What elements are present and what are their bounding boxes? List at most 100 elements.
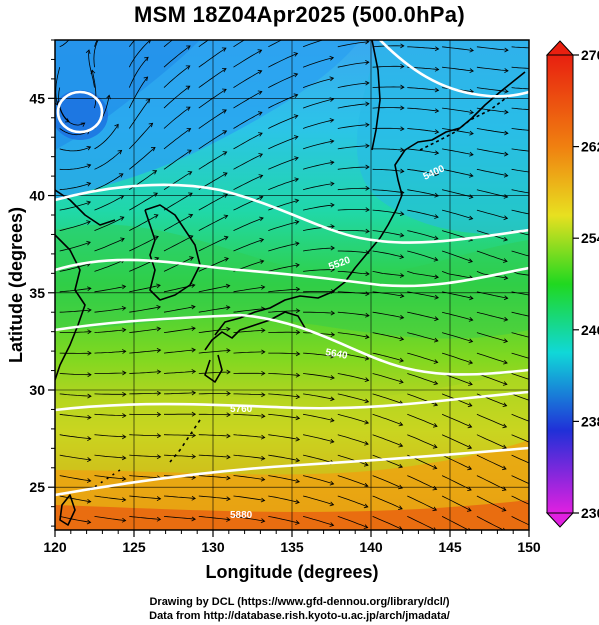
- streamline: [511, 413, 529, 422]
- streamline-arrowhead: [539, 275, 543, 279]
- streamline-arrowhead: [504, 109, 509, 115]
- streamline: [129, 349, 161, 354]
- streamline: [441, 311, 473, 321]
- colorbar-top-triangle: [545, 40, 575, 56]
- streamline: [128, 40, 136, 48]
- streamline-arrowhead: [156, 369, 162, 375]
- streamline: [94, 413, 126, 417]
- streamline-arrowhead: [295, 308, 301, 314]
- streamline-arrowhead: [501, 507, 507, 512]
- streamline-arrowhead: [400, 63, 405, 69]
- streamline: [303, 352, 335, 357]
- streamline-arrowhead: [503, 338, 509, 344]
- streamline-arrowhead: [399, 273, 405, 278]
- streamline: [511, 454, 529, 464]
- streamline: [407, 516, 436, 530]
- streamline-arrowhead: [87, 436, 92, 441]
- streamline: [372, 475, 403, 489]
- streamline-arrowhead: [434, 316, 439, 322]
- streamline-arrowhead: [226, 369, 231, 375]
- streamline-arrowhead: [294, 219, 300, 225]
- streamline-arrowhead: [363, 524, 369, 529]
- streamline-arrowhead: [86, 220, 91, 225]
- streamline: [372, 107, 404, 109]
- streamline-arrowhead: [502, 527, 506, 530]
- streamline-arrowhead: [150, 23, 154, 27]
- streamline-arrowhead: [365, 185, 370, 191]
- streamline-arrowhead: [261, 413, 266, 419]
- streamline-arrowhead: [329, 55, 335, 61]
- streamline: [476, 189, 508, 198]
- streamline-arrowhead: [87, 286, 92, 292]
- streamline: [511, 516, 529, 526]
- streamline: [476, 87, 509, 92]
- streamline-arrowhead: [330, 40, 331, 41]
- streamline-arrowhead: [363, 482, 369, 488]
- streamline-arrowhead: [330, 181, 335, 187]
- streamline-arrowhead: [539, 214, 543, 218]
- streamline: [407, 332, 439, 342]
- streamline: [94, 475, 126, 480]
- streamline-arrowhead: [537, 527, 541, 531]
- streamline: [372, 148, 404, 151]
- streamline: [476, 373, 508, 385]
- streamline: [94, 150, 122, 170]
- streamline: [59, 413, 91, 418]
- streamline-arrowhead: [191, 304, 196, 310]
- streamline: [94, 286, 126, 293]
- streamline: [303, 393, 335, 400]
- streamline-arrowhead: [117, 149, 123, 155]
- streamline-arrowhead: [400, 168, 405, 174]
- streamline: [511, 46, 529, 49]
- streamline: [303, 247, 335, 252]
- streamline-arrowhead: [504, 151, 509, 157]
- streamline-arrowhead: [122, 349, 127, 354]
- streamline-arrowhead: [468, 258, 473, 263]
- streamline-arrowhead: [143, 76, 149, 81]
- streamline: [511, 311, 529, 317]
- colorbar-tick-label: 270: [581, 47, 599, 63]
- streamline: [476, 168, 508, 177]
- streamline-arrowhead: [434, 108, 440, 114]
- y-tick-label: 40: [29, 188, 45, 204]
- streamline: [233, 393, 265, 396]
- streamline: [128, 56, 149, 88]
- streamline: [91, 70, 97, 109]
- streamline: [407, 373, 438, 385]
- streamline: [337, 103, 369, 109]
- streamline: [94, 195, 124, 211]
- streamline: [441, 209, 473, 220]
- streamline-arrowhead: [330, 202, 335, 208]
- streamline: [476, 454, 507, 470]
- streamline-arrowhead: [122, 434, 127, 440]
- streamline-arrowhead: [434, 214, 439, 219]
- streamline: [94, 307, 126, 313]
- streamline-arrowhead: [121, 497, 127, 503]
- streamline-arrowhead: [399, 232, 405, 238]
- streamline-arrowhead: [87, 307, 92, 313]
- streamline: [442, 189, 473, 198]
- streamline-arrowhead: [468, 359, 474, 365]
- grid-lines: [55, 40, 529, 530]
- streamline-arrowhead: [432, 506, 438, 512]
- streamline: [476, 516, 505, 530]
- streamline: [163, 45, 191, 68]
- streamline-arrowhead: [293, 114, 299, 119]
- streamline: [302, 140, 334, 150]
- streamline-arrowhead: [538, 381, 542, 385]
- streamline-arrowhead: [156, 454, 162, 460]
- streamline-arrowhead: [539, 193, 543, 197]
- streamline: [129, 516, 161, 520]
- streamline: [233, 111, 263, 129]
- streamline: [233, 70, 262, 88]
- streamline-arrowhead: [537, 444, 541, 448]
- streamline-arrowhead: [260, 518, 266, 524]
- streamline-arrowhead: [538, 423, 542, 427]
- streamline-arrowhead: [222, 151, 228, 156]
- streamline-arrowhead: [503, 316, 509, 322]
- streamline-arrowhead: [501, 486, 507, 491]
- streamline-arrowhead: [156, 390, 162, 396]
- streamline-arrowhead: [503, 215, 509, 221]
- streamline: [233, 516, 265, 522]
- streamline-arrowhead: [433, 337, 439, 343]
